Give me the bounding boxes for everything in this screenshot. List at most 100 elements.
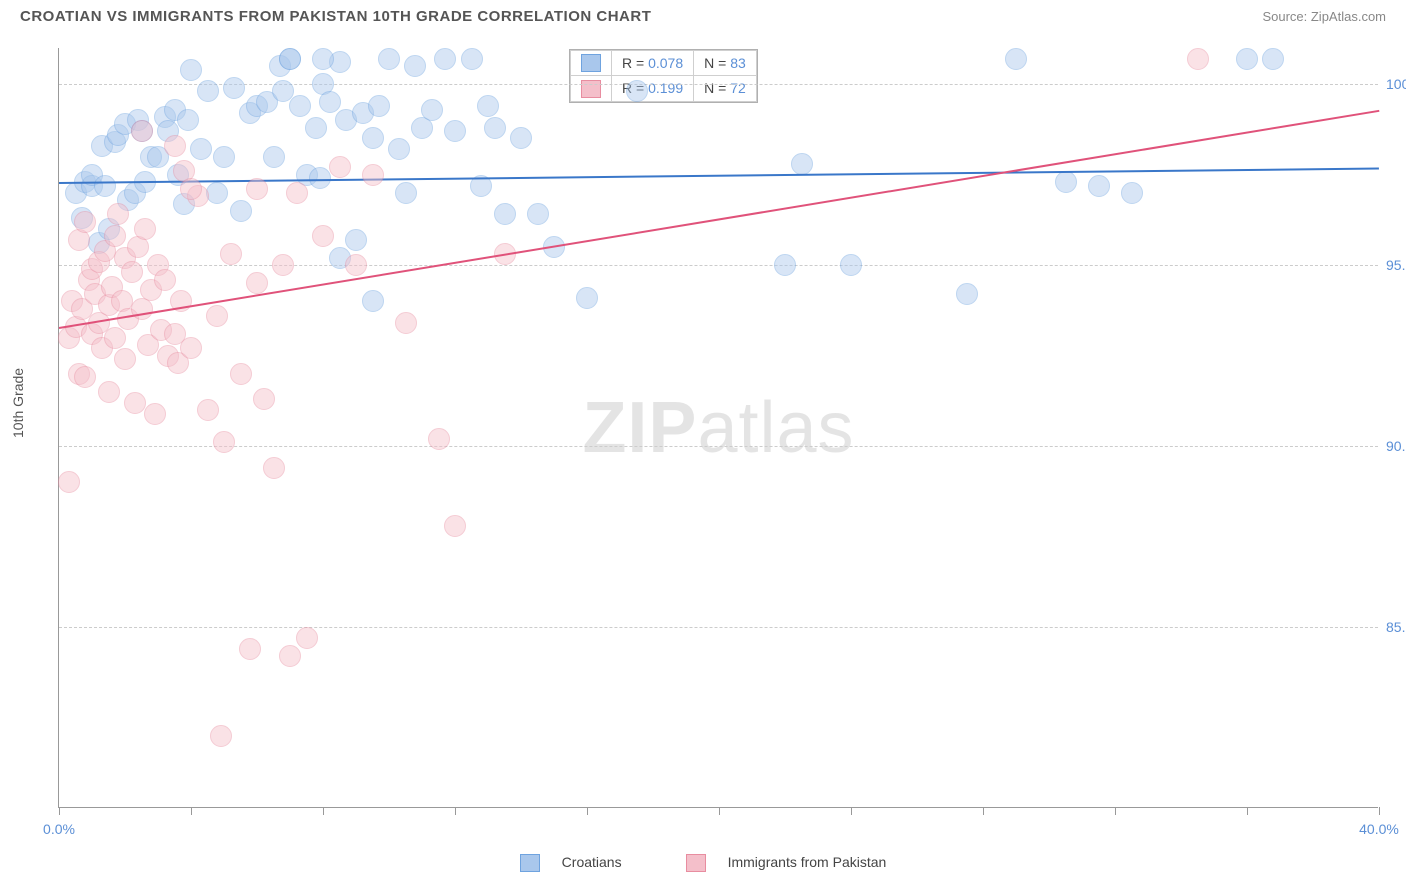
scatter-point [98, 381, 120, 403]
scatter-point [362, 290, 384, 312]
scatter-point [104, 327, 126, 349]
scatter-point [206, 182, 228, 204]
scatter-chart: ZIPatlas R = 0.078N = 83R = 0.199N = 72 … [58, 48, 1378, 808]
scatter-point [246, 272, 268, 294]
scatter-point [263, 146, 285, 168]
scatter-point [253, 388, 275, 410]
scatter-point [527, 203, 549, 225]
scatter-point [230, 363, 252, 385]
x-tick [719, 807, 720, 815]
scatter-point [74, 211, 96, 233]
stats-legend: R = 0.078N = 83R = 0.199 N = 72 [569, 49, 758, 103]
scatter-point [177, 109, 199, 131]
n-value: 83 [730, 55, 746, 71]
legend-label: Immigrants from Pakistan [728, 854, 887, 870]
scatter-point [576, 287, 598, 309]
scatter-point [774, 254, 796, 276]
bottom-legend: Croatians Immigrants from Pakistan [0, 854, 1406, 872]
scatter-point [1088, 175, 1110, 197]
x-tick [1379, 807, 1380, 815]
scatter-point [1187, 48, 1209, 70]
scatter-point [104, 225, 126, 247]
scatter-point [388, 138, 410, 160]
scatter-point [510, 127, 532, 149]
x-tick [59, 807, 60, 815]
scatter-point [395, 182, 417, 204]
scatter-point [1005, 48, 1027, 70]
scatter-point [362, 164, 384, 186]
scatter-point [107, 203, 129, 225]
scatter-point [180, 337, 202, 359]
scatter-point [210, 725, 232, 747]
n-label: N = [704, 80, 726, 96]
scatter-point [121, 261, 143, 283]
scatter-point [345, 229, 367, 251]
scatter-point [263, 457, 285, 479]
scatter-point [1121, 182, 1143, 204]
scatter-point [286, 182, 308, 204]
scatter-point [94, 175, 116, 197]
scatter-point [362, 127, 384, 149]
scatter-point [484, 117, 506, 139]
scatter-point [213, 146, 235, 168]
gridline [59, 446, 1378, 447]
stats-row: R = 0.199N = 72 [571, 76, 757, 101]
gridline [59, 265, 1378, 266]
scatter-point [197, 399, 219, 421]
scatter-point [312, 48, 334, 70]
scatter-point [114, 348, 136, 370]
scatter-point [421, 99, 443, 121]
scatter-point [428, 428, 450, 450]
scatter-point [74, 366, 96, 388]
gridline [59, 627, 1378, 628]
scatter-point [444, 515, 466, 537]
scatter-point [312, 225, 334, 247]
stats-row: R = 0.078N = 83 [571, 51, 757, 76]
scatter-point [279, 48, 301, 70]
r-value: 0.199 [648, 80, 683, 96]
scatter-point [197, 80, 219, 102]
scatter-point [368, 95, 390, 117]
scatter-point [131, 120, 153, 142]
scatter-point [230, 200, 252, 222]
x-tick-label: 0.0% [43, 821, 75, 837]
scatter-point [477, 95, 499, 117]
legend-swatch [581, 80, 601, 98]
scatter-point [154, 269, 176, 291]
scatter-point [180, 59, 202, 81]
scatter-point [404, 55, 426, 77]
x-tick [1247, 807, 1248, 815]
bottom-legend-item: Croatians [504, 854, 638, 870]
scatter-point [223, 77, 245, 99]
scatter-point [319, 91, 341, 113]
scatter-point [279, 645, 301, 667]
r-value: 0.078 [648, 55, 683, 71]
x-tick [455, 807, 456, 815]
scatter-point [329, 156, 351, 178]
scatter-point [272, 254, 294, 276]
r-label: R = [622, 55, 644, 71]
x-tick [191, 807, 192, 815]
scatter-point [239, 638, 261, 660]
scatter-point [296, 627, 318, 649]
scatter-point [434, 48, 456, 70]
scatter-point [1262, 48, 1284, 70]
scatter-point [134, 218, 156, 240]
scatter-point [791, 153, 813, 175]
x-tick [587, 807, 588, 815]
x-tick [323, 807, 324, 815]
scatter-point [190, 138, 212, 160]
watermark: ZIPatlas [582, 387, 854, 469]
scatter-point [345, 254, 367, 276]
scatter-point [206, 305, 228, 327]
scatter-point [444, 120, 466, 142]
y-tick-label: 85.0% [1386, 619, 1406, 635]
x-tick [851, 807, 852, 815]
scatter-point [461, 48, 483, 70]
regression-line [59, 110, 1379, 329]
scatter-point [180, 178, 202, 200]
legend-swatch [581, 54, 601, 72]
n-value: 72 [730, 80, 746, 96]
legend-swatch [520, 854, 540, 872]
scatter-point [1236, 48, 1258, 70]
